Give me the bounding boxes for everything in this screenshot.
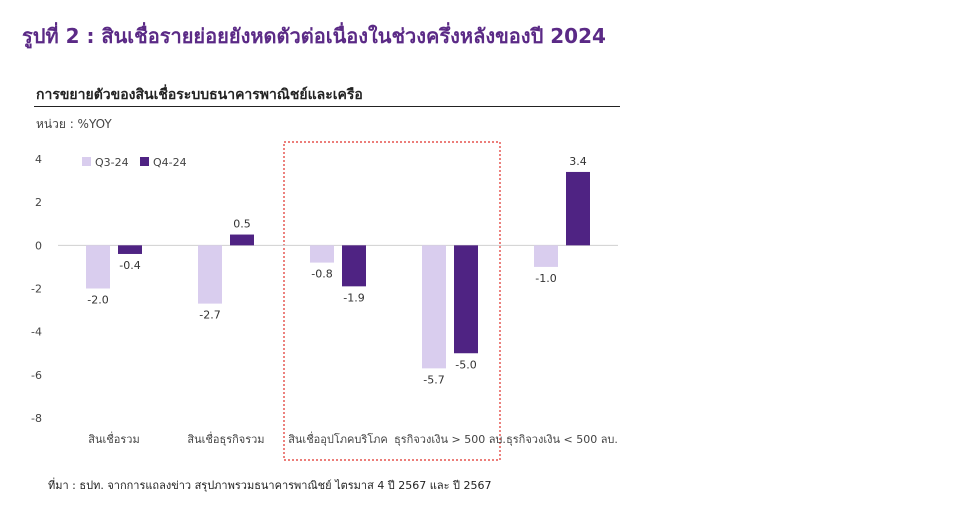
x-category-label: สินเชื่อธุรกิจรวม [187, 431, 264, 446]
bar-q3-24-2 [310, 245, 334, 263]
x-category-label: ธุรกิจวงเงิน > 500 ลบ. [394, 433, 506, 446]
y-tick-label: -4 [31, 326, 42, 339]
data-label: 0.5 [233, 218, 251, 231]
data-label: -2.7 [199, 309, 220, 322]
y-tick-label: -2 [31, 283, 42, 296]
data-label: -5.7 [423, 373, 444, 386]
bar-q4-24-4 [566, 171, 590, 246]
x-category-label: สินเชื่ออุปโภคบริโภค [288, 431, 388, 446]
x-category-label: ธุรกิจวงเงิน < 500 ลบ. [506, 433, 618, 446]
data-label: -1.0 [535, 272, 556, 285]
bar-q4-24-1 [230, 234, 254, 246]
legend-swatch [140, 157, 149, 166]
data-label: -2.0 [87, 294, 108, 307]
source-note: ที่มา : ธปท. จากการแถลงข่าว สรุปภาพรวมธน… [48, 479, 492, 492]
y-tick-label: -8 [31, 412, 42, 425]
data-label: -0.4 [119, 259, 140, 272]
x-category-label: สินเชื่อรวม [88, 431, 140, 446]
legend-label: Q4-24 [153, 156, 187, 169]
chart-title-rule [34, 106, 620, 107]
y-tick-label: 4 [35, 153, 42, 166]
bar-q3-24-3 [422, 245, 446, 369]
unit-label: หน่วย : %YOY [36, 117, 112, 131]
y-tick-label: 0 [35, 239, 42, 252]
figure-title: รูปที่ 2 : สินเชื่อรายย่อยยังหดตัวต่อเนื… [22, 24, 606, 48]
bar-q3-24-4 [534, 245, 558, 267]
legend-swatch [82, 157, 91, 166]
data-label: 3.4 [569, 155, 587, 168]
bar-q4-24-0 [118, 245, 142, 254]
legend-label: Q3-24 [95, 156, 129, 169]
bar-q4-24-3 [454, 245, 478, 354]
data-label: -5.0 [455, 358, 476, 371]
bar-q3-24-1 [198, 245, 222, 304]
chart-title: การขยายตัวของสินเชื่อระบบธนาคารพาณิชย์แล… [36, 87, 363, 103]
y-tick-label: 2 [35, 196, 42, 209]
data-label: -1.9 [343, 291, 364, 304]
bar-q4-24-2 [342, 245, 366, 287]
y-tick-label: -6 [31, 369, 42, 382]
highlight-box [283, 141, 501, 461]
bar-q3-24-0 [86, 245, 110, 289]
data-label: -0.8 [311, 268, 332, 281]
